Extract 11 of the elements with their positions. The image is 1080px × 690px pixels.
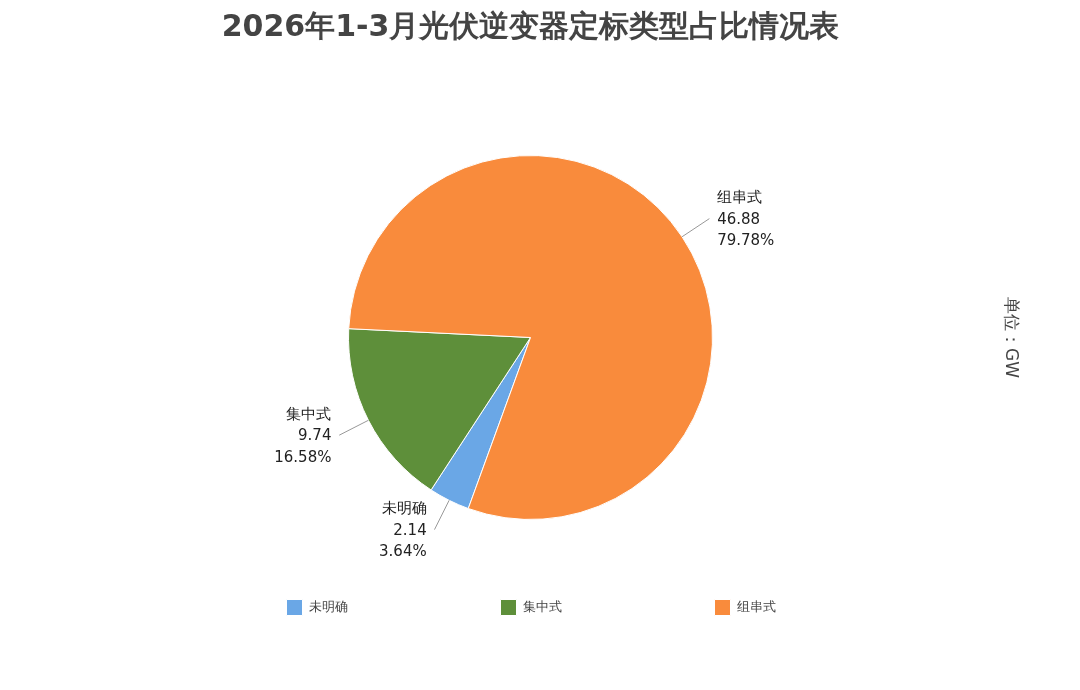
slice-label: 组串式 <box>717 188 763 207</box>
legend-label: 未明确 <box>309 598 348 616</box>
data-label: 9.74 16.58% <box>274 426 332 466</box>
legend-label: 组串式 <box>737 598 776 616</box>
chart-title: 2026年1-3月光伏逆变器定标类型占比情况表 <box>221 7 840 43</box>
data-label: 2.14 3.64% <box>379 520 427 561</box>
slice-label: 集中式 <box>286 404 332 423</box>
text: 单位：GW <box>1001 297 1022 379</box>
slice-label: 未明确 <box>381 499 427 517</box>
data-label: 46.88 79.78% <box>717 209 775 250</box>
legend-label: 集中式 <box>523 598 562 616</box>
